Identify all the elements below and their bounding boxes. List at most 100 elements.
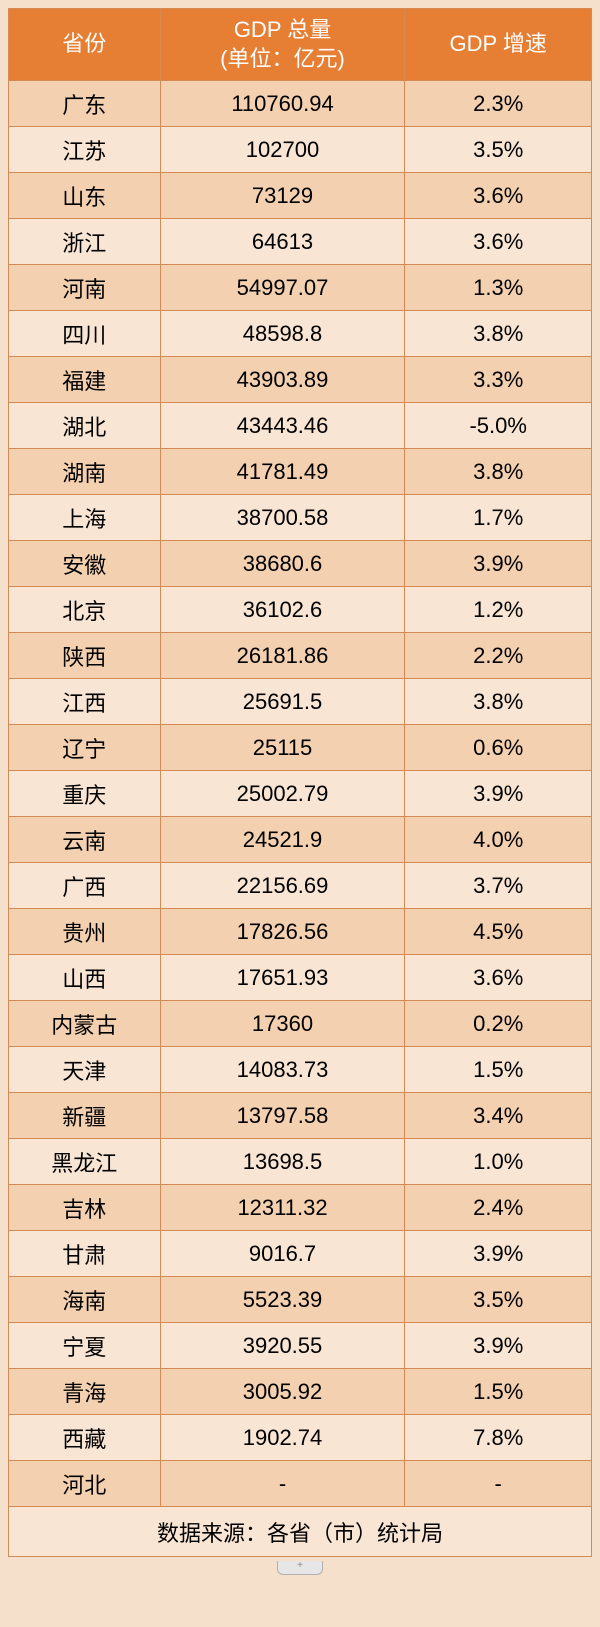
cell-gdp-total: 17360: [160, 1001, 405, 1047]
cell-gdp-growth: 3.6%: [405, 173, 592, 219]
cell-gdp-total: 102700: [160, 127, 405, 173]
cell-gdp-total: 64613: [160, 219, 405, 265]
cell-gdp-growth: 3.9%: [405, 541, 592, 587]
cell-gdp-growth: 3.6%: [405, 219, 592, 265]
table-row: 陕西26181.862.2%: [9, 633, 592, 679]
cell-gdp-total: 13698.5: [160, 1139, 405, 1185]
table-row: 贵州17826.564.5%: [9, 909, 592, 955]
cell-gdp-total: 110760.94: [160, 81, 405, 127]
cell-province: 河南: [9, 265, 161, 311]
table-row: 云南24521.94.0%: [9, 817, 592, 863]
cell-gdp-total: 26181.86: [160, 633, 405, 679]
table-row: 上海38700.581.7%: [9, 495, 592, 541]
cell-province: 江苏: [9, 127, 161, 173]
cell-gdp-growth: 0.2%: [405, 1001, 592, 1047]
cell-gdp-total: 9016.7: [160, 1231, 405, 1277]
cell-gdp-total: 24521.9: [160, 817, 405, 863]
cell-gdp-total: 48598.8: [160, 311, 405, 357]
table-row: 湖南41781.493.8%: [9, 449, 592, 495]
cell-province: 湖南: [9, 449, 161, 495]
cell-province: 安徽: [9, 541, 161, 587]
cell-province: 四川: [9, 311, 161, 357]
cell-province: 辽宁: [9, 725, 161, 771]
table-row: 河北--: [9, 1461, 592, 1507]
cell-province: 浙江: [9, 219, 161, 265]
cell-gdp-growth: 2.4%: [405, 1185, 592, 1231]
table-row: 四川48598.83.8%: [9, 311, 592, 357]
cell-gdp-total: 38680.6: [160, 541, 405, 587]
cell-province: 新疆: [9, 1093, 161, 1139]
cell-province: 天津: [9, 1047, 161, 1093]
cell-gdp-total: 25002.79: [160, 771, 405, 817]
cell-gdp-growth: 3.4%: [405, 1093, 592, 1139]
table-row: 宁夏3920.553.9%: [9, 1323, 592, 1369]
cell-gdp-growth: 1.3%: [405, 265, 592, 311]
cell-gdp-total: 13797.58: [160, 1093, 405, 1139]
table-row: 吉林12311.322.4%: [9, 1185, 592, 1231]
cell-province: 宁夏: [9, 1323, 161, 1369]
cell-gdp-total: 38700.58: [160, 495, 405, 541]
cell-gdp-growth: 7.8%: [405, 1415, 592, 1461]
col-header-gdp-growth: GDP 增速: [405, 9, 592, 81]
table-row: 内蒙古173600.2%: [9, 1001, 592, 1047]
cell-gdp-growth: 1.7%: [405, 495, 592, 541]
cell-gdp-growth: 3.5%: [405, 127, 592, 173]
table-row: 江苏1027003.5%: [9, 127, 592, 173]
cell-province: 河北: [9, 1461, 161, 1507]
cell-gdp-total: 3005.92: [160, 1369, 405, 1415]
table-header-row: 省份 GDP 总量 (单位：亿元) GDP 增速: [9, 9, 592, 81]
cell-gdp-total: 5523.39: [160, 1277, 405, 1323]
cell-gdp-total: 73129: [160, 173, 405, 219]
table-row: 海南5523.393.5%: [9, 1277, 592, 1323]
cell-province: 云南: [9, 817, 161, 863]
cell-province: 青海: [9, 1369, 161, 1415]
table-row: 浙江646133.6%: [9, 219, 592, 265]
cell-gdp-growth: 1.5%: [405, 1047, 592, 1093]
cell-gdp-growth: -5.0%: [405, 403, 592, 449]
cell-province: 福建: [9, 357, 161, 403]
cell-gdp-total: 17651.93: [160, 955, 405, 1001]
table-row: 甘肃9016.73.9%: [9, 1231, 592, 1277]
cell-gdp-total: 14083.73: [160, 1047, 405, 1093]
cell-gdp-growth: 0.6%: [405, 725, 592, 771]
table-row: 重庆25002.793.9%: [9, 771, 592, 817]
cell-gdp-total: -: [160, 1461, 405, 1507]
table-row: 河南54997.071.3%: [9, 265, 592, 311]
table-row: 广东110760.942.3%: [9, 81, 592, 127]
cell-gdp-total: 17826.56: [160, 909, 405, 955]
cell-province: 海南: [9, 1277, 161, 1323]
cell-gdp-total: 36102.6: [160, 587, 405, 633]
cell-gdp-total: 1902.74: [160, 1415, 405, 1461]
cell-province: 湖北: [9, 403, 161, 449]
cell-gdp-growth: 4.5%: [405, 909, 592, 955]
cell-province: 重庆: [9, 771, 161, 817]
cell-gdp-growth: 3.3%: [405, 357, 592, 403]
cell-gdp-total: 43443.46: [160, 403, 405, 449]
cell-gdp-growth: 3.8%: [405, 311, 592, 357]
table-row: 黑龙江13698.51.0%: [9, 1139, 592, 1185]
cell-province: 上海: [9, 495, 161, 541]
cell-gdp-growth: 3.9%: [405, 1231, 592, 1277]
cell-province: 北京: [9, 587, 161, 633]
cell-province: 西藏: [9, 1415, 161, 1461]
cell-province: 山西: [9, 955, 161, 1001]
data-source-footer: 数据来源：各省（市）统计局: [9, 1507, 592, 1557]
cell-province: 山东: [9, 173, 161, 219]
table-row: 山东731293.6%: [9, 173, 592, 219]
cell-gdp-growth: 3.9%: [405, 1323, 592, 1369]
cell-province: 江西: [9, 679, 161, 725]
cell-province: 甘肃: [9, 1231, 161, 1277]
table-row: 青海3005.921.5%: [9, 1369, 592, 1415]
cell-gdp-total: 25691.5: [160, 679, 405, 725]
expand-tab-wrap: +: [8, 1555, 592, 1575]
cell-province: 陕西: [9, 633, 161, 679]
cell-gdp-total: 25115: [160, 725, 405, 771]
col-header-province: 省份: [9, 9, 161, 81]
expand-tab[interactable]: +: [277, 1561, 323, 1575]
cell-gdp-growth: 3.6%: [405, 955, 592, 1001]
cell-province: 内蒙古: [9, 1001, 161, 1047]
cell-gdp-growth: 2.2%: [405, 633, 592, 679]
table-row: 安徽38680.63.9%: [9, 541, 592, 587]
col-header-gdp-line1: GDP 总量: [234, 17, 331, 42]
table-body: 广东110760.942.3%江苏1027003.5%山东731293.6%浙江…: [9, 81, 592, 1507]
